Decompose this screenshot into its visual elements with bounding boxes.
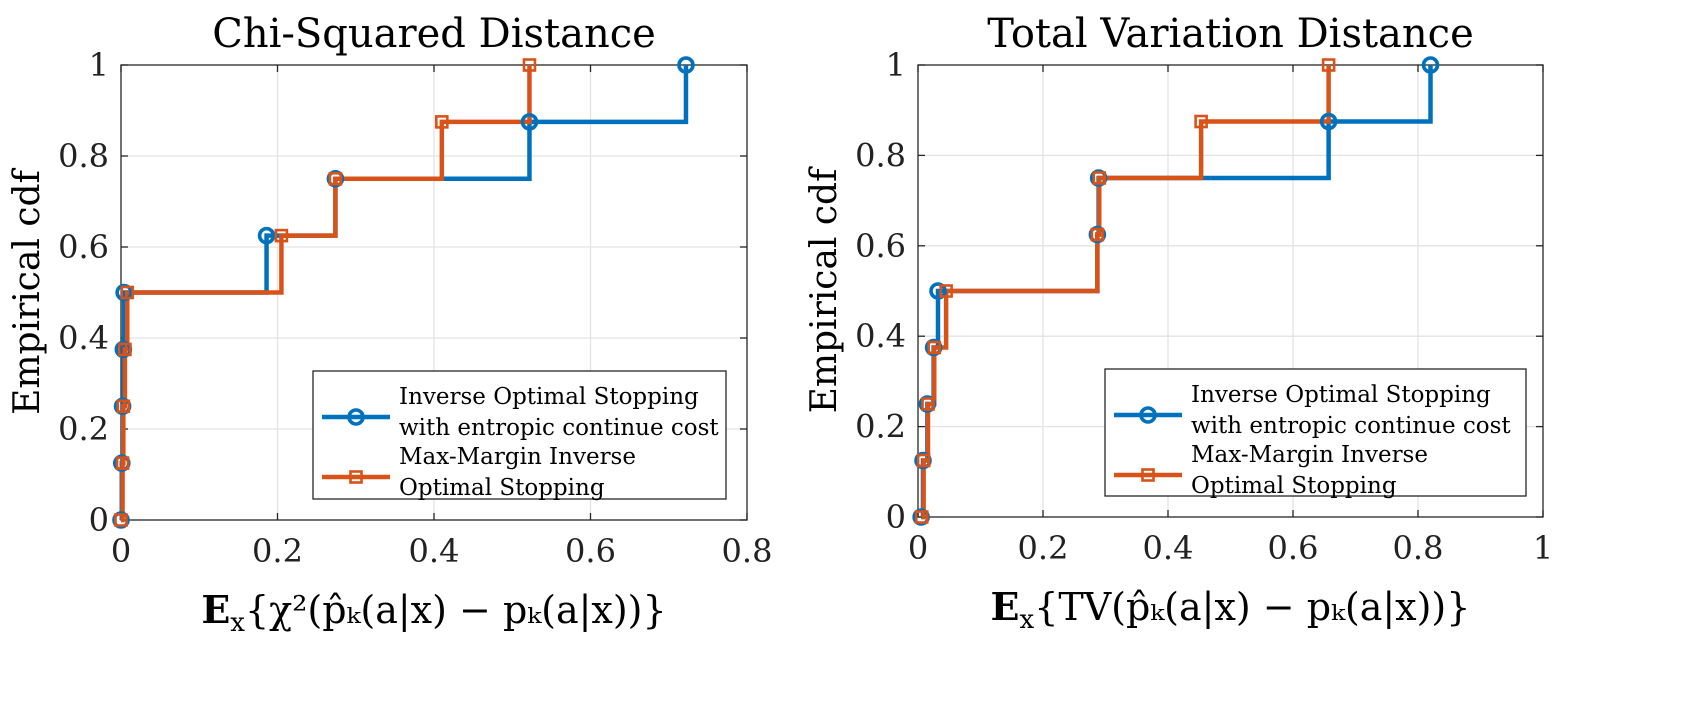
series-2-point — [1090, 227, 1105, 242]
legend-series-2-marker — [1141, 468, 1155, 482]
series-2-point — [115, 456, 130, 470]
series-2-point — [1194, 114, 1208, 129]
series-2-point — [914, 510, 929, 524]
chart-title: Chi-Squared Distance — [212, 11, 656, 57]
legend-series-2-label: Optimal Stopping — [399, 475, 605, 501]
series-1-point — [677, 56, 695, 74]
series-1-point — [326, 169, 345, 188]
x-tick-label: 0.8 — [722, 532, 773, 570]
x-tick-label: 0.6 — [1268, 529, 1319, 567]
y-tick-label: 1 — [89, 46, 109, 84]
y-axis-label: Empirical cdf — [804, 166, 845, 413]
series-1-point — [115, 283, 133, 302]
series-2-point — [328, 171, 343, 186]
x-tick-label: 0.6 — [565, 532, 616, 570]
x-tick-label: 0.4 — [1143, 529, 1194, 567]
x-tick-label: 0.2 — [252, 532, 303, 570]
x-axis-label-expression: {TV(p̂ₖ(a|x) − pₖ(a|x))} — [1034, 585, 1470, 629]
x-tick-label: 0 — [908, 529, 928, 567]
series-2-point — [114, 513, 128, 527]
legend-series-1-label: Inverse Optimal Stopping — [399, 384, 699, 410]
legend-series-1-label: with entropic continue cost — [1191, 413, 1511, 439]
x-tick-label: 0 — [111, 532, 131, 570]
series-2-point — [927, 340, 942, 355]
x-tick-label: 0.4 — [409, 532, 460, 570]
legend-series-2-label: Optimal Stopping — [1191, 473, 1397, 499]
y-tick-label: 1 — [886, 46, 906, 84]
legend: Inverse Optimal Stopping with entropic c… — [1104, 368, 1527, 499]
series-1-point — [1421, 56, 1440, 74]
y-axis-label: Empirical cdf — [7, 167, 48, 414]
x-tick-label: 0.8 — [1393, 529, 1444, 567]
series-1-point — [929, 282, 947, 300]
series-2-point — [939, 284, 953, 298]
y-tick-label: 0 — [89, 501, 109, 539]
series-2-point — [120, 285, 135, 300]
x-axis-label-subscript: x — [230, 608, 245, 638]
legend-series-1-marker — [347, 408, 365, 426]
legend: Inverse Optimal Stopping with entropic co… — [312, 370, 727, 501]
y-tick-label: 0.6 — [855, 227, 906, 265]
x-axis-label-expression: {χ²(p̂ₖ(a|x) − pₖ(a|x))} — [245, 588, 667, 632]
legend-series-1-marker — [1139, 406, 1157, 424]
legend-series-1-label: Inverse Optimal Stopping — [1191, 382, 1491, 408]
series-1-point — [520, 113, 539, 131]
series-2-point — [274, 228, 289, 243]
chart-2: 0 0.2 0.4 0.6 0.8 1 0 0.2 0.4 0.6 0.8 1 Total Variat… — [804, 11, 1553, 635]
chart-1: 0 0.2 0.4 0.6 0.8 0 0.2 0.4 0.6 0.8 1 Chi-Squared D… — [7, 11, 772, 638]
y-tick-label: 0.8 — [855, 136, 906, 174]
series-2-point — [118, 342, 132, 357]
y-tick-label: 0.2 — [58, 410, 109, 448]
x-axis-label-operator: E — [201, 587, 230, 632]
series-1-point — [1088, 225, 1107, 244]
series-2-point — [921, 397, 935, 411]
legend-series-2-label: Max-Margin Inverse — [1191, 442, 1428, 468]
y-tick-label: 0.2 — [855, 408, 906, 446]
x-axis-label: Ex{χ²(p̂ₖ(a|x) − pₖ(a|x))} — [201, 587, 666, 638]
series-2-point — [1092, 171, 1107, 185]
series-2-point — [522, 58, 537, 72]
series-2-point — [435, 115, 449, 129]
series-2-point — [116, 399, 131, 414]
x-axis-label-subscript: x — [1020, 605, 1035, 635]
y-tick-label: 0.6 — [58, 228, 109, 266]
x-axis-label-operator: E — [991, 584, 1020, 629]
series-2-point — [916, 453, 931, 468]
legend-series-1-label: with entropic continue cost — [399, 415, 719, 441]
axes-box — [917, 64, 1544, 518]
y-tick-label: 0.8 — [58, 137, 109, 175]
chart-title: Total Variation Distance — [987, 11, 1473, 57]
y-tick-label: 0.4 — [855, 317, 906, 355]
x-axis-label: Ex{TV(p̂ₖ(a|x) − pₖ(a|x))} — [991, 584, 1471, 635]
series-1-point — [112, 511, 130, 529]
y-tick-label: 0.4 — [58, 319, 109, 357]
series-2-point — [1321, 58, 1336, 72]
x-tick-label: 1 — [1533, 529, 1553, 567]
legend-series-2-label: Max-Margin Inverse — [399, 444, 636, 470]
legend-series-2-marker — [349, 470, 363, 484]
y-tick-label: 0 — [886, 498, 906, 536]
x-tick-label: 0.2 — [1018, 529, 1069, 567]
series-2-line — [120, 65, 532, 523]
series-1-point — [257, 226, 276, 245]
series-1-point — [1319, 112, 1338, 131]
